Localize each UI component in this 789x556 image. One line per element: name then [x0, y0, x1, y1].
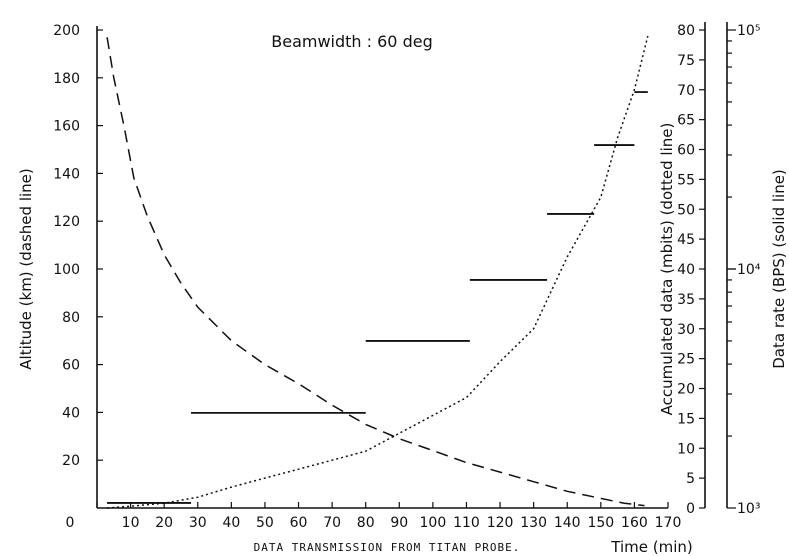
x-tick-label: 30	[189, 515, 207, 531]
y-right-inner-tick-label: 5	[686, 471, 695, 487]
x-tick-label: 140	[554, 515, 581, 531]
y-right-inner-tick-label: 30	[677, 322, 695, 338]
x-tick-label: 90	[390, 515, 408, 531]
x-axis-title: Time (min)	[610, 538, 692, 556]
y-right-inner-tick-label: 65	[677, 113, 695, 129]
x-tick-label: 120	[487, 515, 514, 531]
y-right-inner-tick-label: 55	[677, 172, 695, 188]
x-tick-label: 20	[155, 515, 173, 531]
y-right-inner-tick-label: 15	[677, 411, 695, 427]
y-right-inner-tick-label: 10	[677, 441, 695, 457]
y-left-tick-label: 100	[53, 262, 80, 278]
y-left-tick-label: 40	[62, 405, 80, 421]
y-right-inner-tick-label: 80	[677, 23, 695, 39]
accumulated-data-dotted-line	[107, 35, 649, 509]
y-right-inner-tick-label: 75	[677, 53, 695, 69]
y-right-inner-tick-label: 70	[677, 83, 695, 99]
y-left-axis-title: Altitude (km) (dashed line)	[17, 168, 35, 369]
y-left-tick-label: 80	[62, 310, 80, 326]
altitude-dashed-line	[106, 37, 645, 507]
x-tick-label: 170	[655, 515, 682, 531]
y-right-inner-tick-label: 20	[677, 382, 695, 398]
y-right-inner-tick-label: 60	[677, 143, 695, 159]
x-tick-label: 0	[66, 515, 75, 531]
x-tick-label: 50	[256, 515, 274, 531]
chart-caption: DATA TRANSMISSION FROM TITAN PROBE.	[254, 541, 521, 554]
y-right-inner-tick-label: 0	[686, 501, 695, 517]
y-right-outer-tick-label: 10³	[737, 501, 760, 517]
x-tick-label: 70	[323, 515, 341, 531]
x-tick-label: 110	[453, 515, 480, 531]
y-left-tick-label: 180	[53, 71, 80, 87]
y-left-tick-label: 60	[62, 358, 80, 374]
x-tick-label: 40	[222, 515, 240, 531]
x-tick-label: 10	[122, 515, 140, 531]
x-tick-label: 60	[290, 515, 308, 531]
chart-title: Beamwidth : 60 deg	[271, 32, 432, 51]
y-left-tick-label: 120	[53, 214, 80, 230]
y-left-tick-label: 160	[53, 119, 80, 135]
x-tick-label: 160	[621, 515, 648, 531]
y-right-outer-tick-label: 10⁴	[737, 262, 761, 278]
y-right-inner-tick-label: 45	[677, 232, 695, 248]
y-right-inner-tick-label: 35	[677, 292, 695, 308]
y-right-inner-axis-title: Accumulated data (mbits) (dotted line)	[658, 123, 676, 416]
y-right-outer-tick-label: 10⁵	[737, 23, 760, 39]
y-right-inner-tick-label: 40	[677, 262, 695, 278]
y-right-outer-axis-title: Data rate (BPS) (solid line)	[770, 169, 788, 369]
x-tick-label: 80	[357, 515, 375, 531]
y-right-inner-tick-label: 50	[677, 202, 695, 218]
y-left-tick-label: 20	[62, 453, 80, 469]
y-left-tick-label: 200	[53, 23, 80, 39]
x-tick-label: 100	[420, 515, 447, 531]
y-right-inner-tick-label: 25	[677, 352, 695, 368]
x-tick-label: 150	[587, 515, 614, 531]
y-left-tick-label: 140	[53, 166, 80, 182]
x-tick-label: 130	[520, 515, 547, 531]
